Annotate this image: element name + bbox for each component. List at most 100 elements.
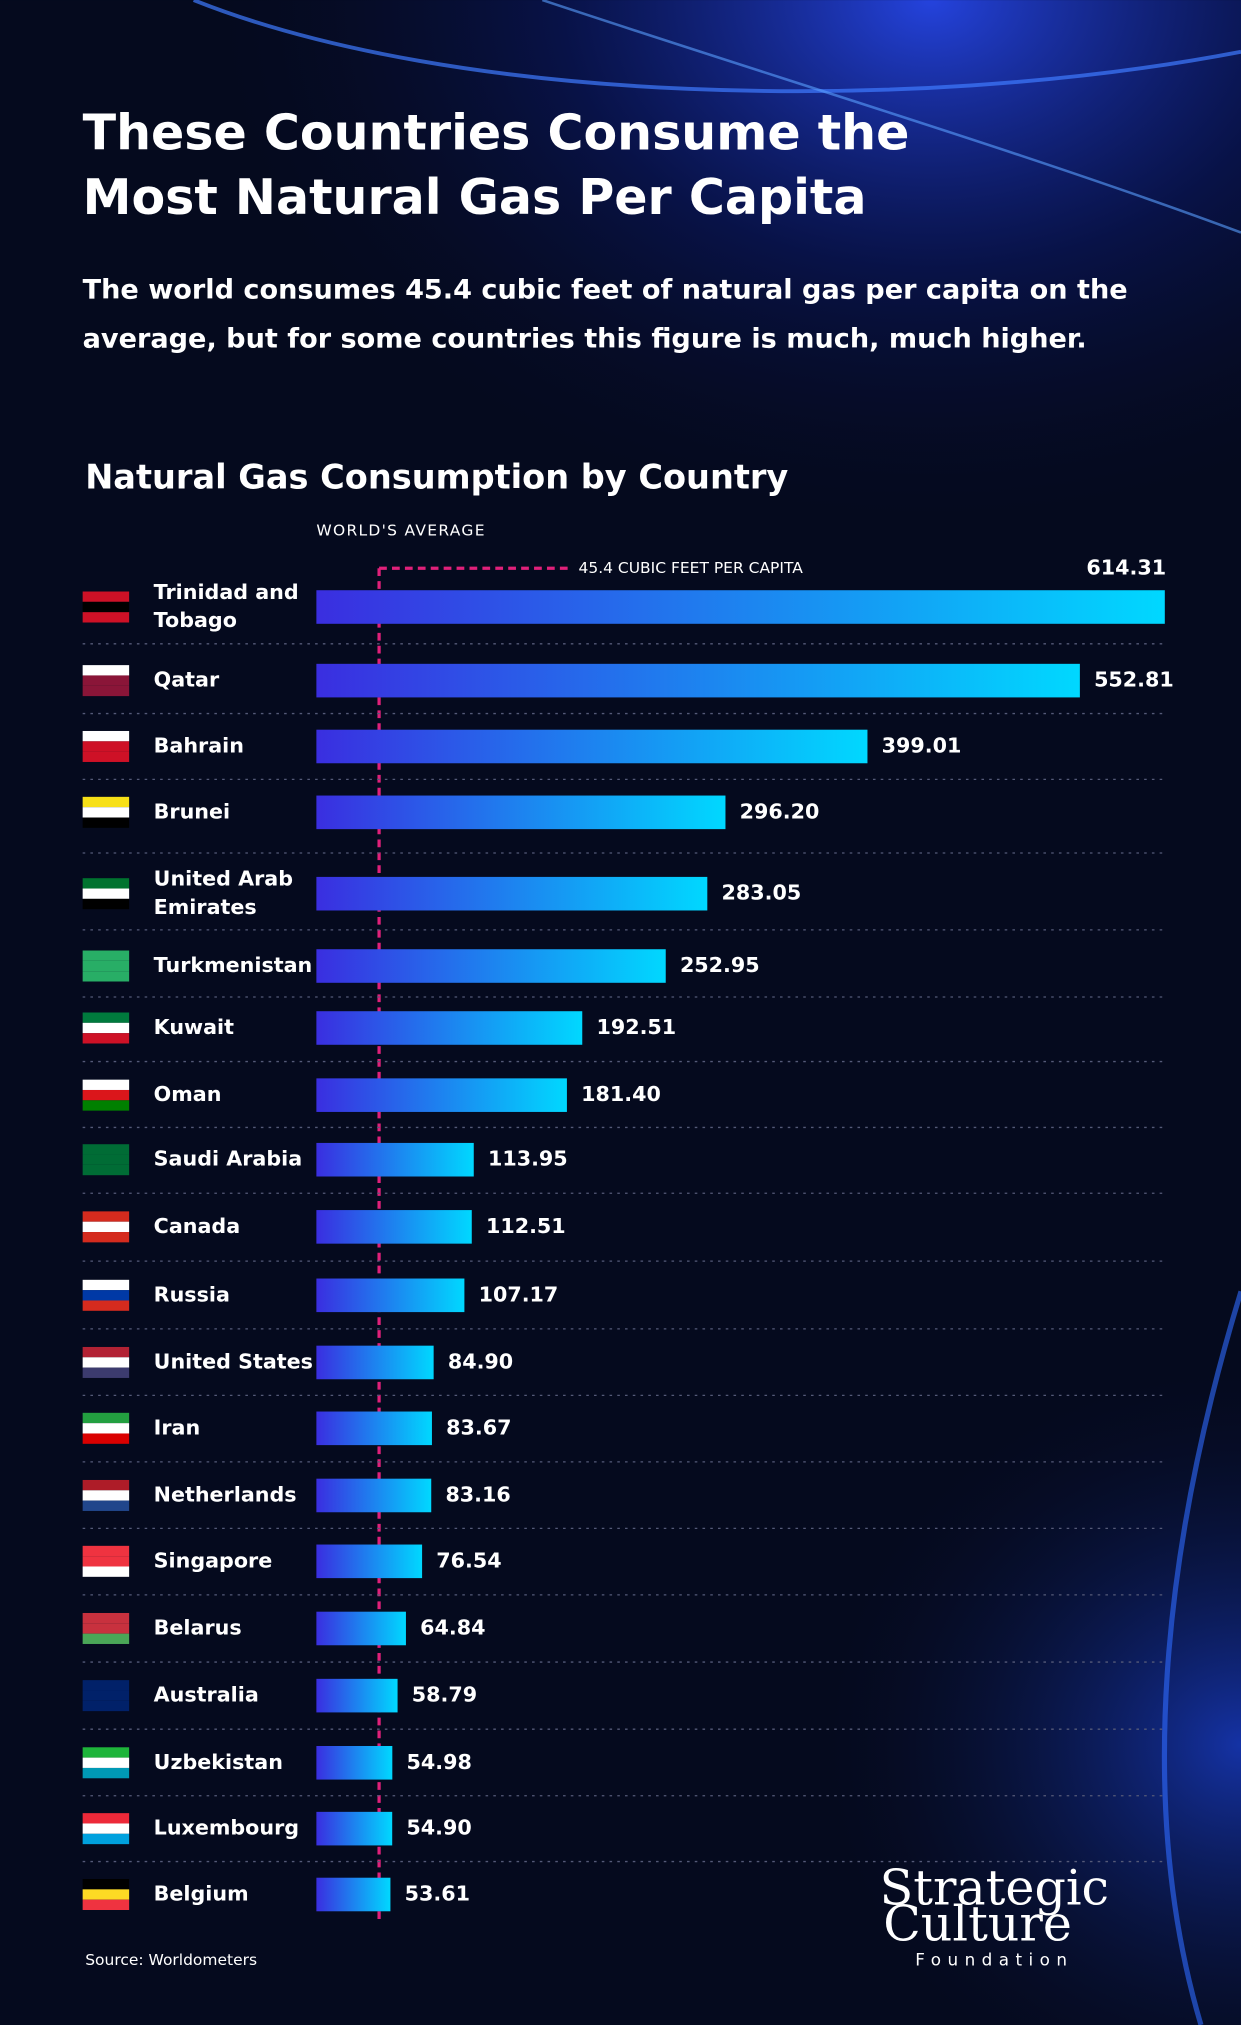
value-label: 107.17 — [479, 1282, 559, 1306]
reference-title: WORLD'S AVERAGE — [316, 521, 485, 539]
flag-stripe — [82, 1899, 130, 1910]
flag-stripe — [82, 1612, 130, 1624]
category-label: Canada — [154, 1214, 240, 1238]
value-label: 112.51 — [486, 1214, 566, 1238]
flag — [82, 1079, 130, 1111]
bar — [316, 1544, 423, 1579]
flag — [82, 1680, 130, 1712]
flag-stripe — [82, 1300, 130, 1311]
value-label: 399.01 — [882, 733, 962, 757]
value-label: 181.40 — [581, 1082, 661, 1106]
flag — [82, 1412, 130, 1444]
flag-stripe — [82, 1290, 130, 1301]
bar — [316, 1011, 583, 1045]
bar — [316, 1078, 567, 1112]
value-label: 54.90 — [406, 1816, 471, 1840]
flag — [82, 665, 130, 697]
flag-stripe — [82, 1357, 130, 1368]
flag-stripe — [82, 1566, 130, 1577]
bar — [316, 729, 868, 764]
bar — [316, 1278, 465, 1313]
flag — [82, 1346, 130, 1378]
flag-stripe — [82, 1833, 130, 1845]
flag-stripe — [82, 1154, 130, 1165]
flag-stripe — [82, 1545, 130, 1557]
flag-stripe — [82, 612, 130, 623]
flag-stripe — [82, 1367, 130, 1378]
light-streak — [541, 0, 1241, 234]
category-label: United States — [154, 1349, 313, 1373]
flag-stripe — [82, 1747, 130, 1758]
flag-stripe — [82, 796, 130, 808]
value-label: 58.79 — [412, 1683, 477, 1707]
bar — [316, 1142, 474, 1177]
category-label: Uzbekistan — [154, 1750, 283, 1774]
light-streak — [1161, 1290, 1241, 2025]
value-label: 64.84 — [420, 1615, 485, 1639]
category-label: Kuwait — [154, 1015, 234, 1039]
flag-stripe — [82, 730, 130, 742]
subtitle: The world consumes 45.4 cubic feet of na… — [83, 274, 1137, 354]
value-label: 113.95 — [488, 1147, 568, 1171]
flag-stripe — [82, 601, 130, 613]
flag — [82, 878, 130, 910]
flag-stripe — [82, 1012, 130, 1023]
flag-stripe — [82, 1633, 130, 1644]
flag — [82, 1144, 130, 1176]
flag — [82, 1012, 130, 1044]
bar — [316, 1877, 391, 1912]
logo-text: Strategic — [880, 1858, 1109, 1916]
flag-stripe — [82, 1767, 130, 1779]
flag-stripe — [82, 1221, 130, 1233]
category-label: Iran — [154, 1415, 201, 1439]
category-label: Bahrain — [154, 733, 244, 757]
bar — [316, 795, 726, 830]
flag — [82, 1279, 130, 1311]
flag — [82, 1612, 130, 1644]
flag-stripe — [82, 817, 130, 828]
title: These Countries Consume the Most Natural… — [83, 103, 927, 226]
flag-stripe — [82, 591, 130, 602]
flag-stripe — [82, 1690, 130, 1701]
category-label: Oman — [154, 1082, 222, 1106]
flag-stripe — [82, 1144, 130, 1155]
flag-stripe — [82, 1813, 130, 1824]
category-label: Turkmenistan — [154, 953, 313, 977]
flag-stripe — [82, 1423, 130, 1434]
category-label: Netherlands — [154, 1482, 297, 1506]
value-label: 83.16 — [445, 1482, 510, 1506]
flag-stripe — [82, 1500, 130, 1511]
bar — [316, 1345, 434, 1380]
category-label: Luxembourg — [154, 1816, 299, 1840]
flag-stripe — [82, 1412, 130, 1424]
flag-stripe — [82, 960, 130, 972]
category-label: Trinidad and Tobago — [154, 580, 306, 632]
logo-text: Foundation — [915, 1949, 1073, 1969]
category-label: Qatar — [154, 668, 220, 692]
value-label: 54.98 — [407, 1750, 472, 1774]
bar — [316, 876, 708, 911]
flag-stripe — [82, 1823, 130, 1834]
value-label: 83.67 — [446, 1415, 511, 1439]
flag-stripe — [82, 1757, 130, 1768]
flag-stripe — [82, 1033, 130, 1044]
bar — [316, 949, 666, 983]
category-label: Australia — [154, 1683, 259, 1707]
flag-stripe — [82, 1089, 130, 1101]
flag-stripe — [82, 1433, 130, 1444]
bar — [316, 663, 1080, 698]
flag-stripe — [82, 971, 130, 982]
light-streak — [192, 0, 1241, 94]
bar — [316, 1478, 432, 1513]
flag-stripe — [82, 751, 130, 762]
flag-stripe — [82, 807, 130, 818]
flag-stripe — [82, 1700, 130, 1712]
bar — [316, 1678, 398, 1713]
flag-stripe — [82, 1556, 130, 1567]
bar — [316, 590, 1165, 624]
flag-stripe — [82, 1680, 130, 1691]
flag-stripe — [82, 1479, 130, 1491]
flag — [82, 1813, 130, 1845]
value-label: 283.05 — [722, 881, 802, 905]
